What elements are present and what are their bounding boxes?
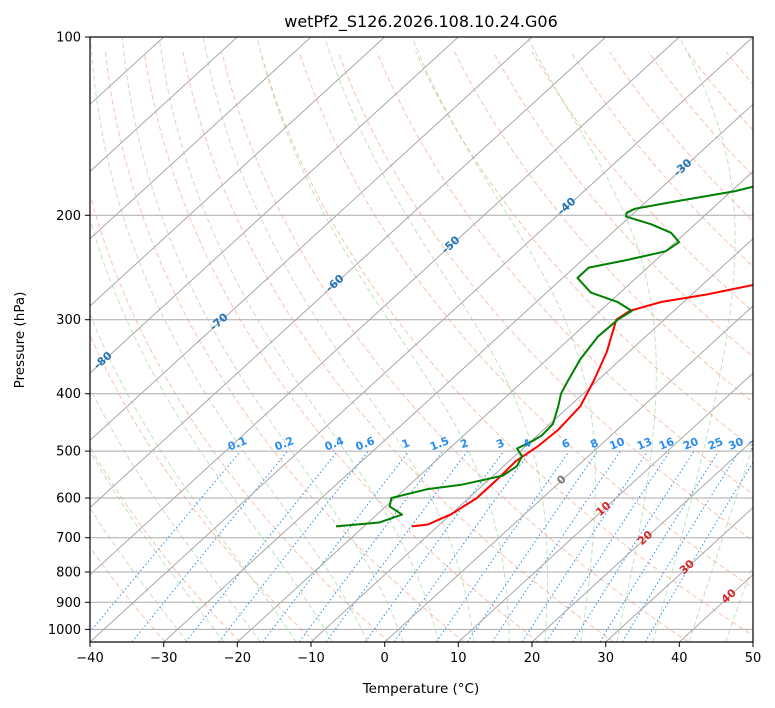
dry-adiabat [90, 445, 241, 642]
chart-title: wetPf2_S126.2026.108.10.24.G06 [284, 12, 558, 32]
isotherm [90, 37, 459, 374]
y-tick-label: 700 [56, 531, 81, 546]
dry-adiabat [143, 51, 540, 642]
x-tick-label: −40 [76, 651, 103, 666]
mixing-ratio-label: 36 [747, 435, 766, 453]
x-axis-label: Temperature (°C) [362, 681, 480, 697]
y-tick-label: 100 [56, 31, 81, 46]
isotherm [384, 305, 753, 642]
mixing-ratio-label: 10 [608, 435, 627, 453]
moist-adiabat [90, 450, 225, 642]
x-tick-label: −10 [297, 651, 324, 666]
moist-adiabat [324, 37, 549, 642]
x-tick-label: −30 [150, 651, 177, 666]
y-tick-label: 500 [56, 445, 81, 460]
isotherm [605, 506, 753, 642]
moist-adiabat [652, 37, 736, 642]
sounding-lines [335, 185, 753, 528]
mixing-ratio-label: 3 [494, 436, 506, 451]
y-tick-label: 200 [56, 209, 81, 224]
plot-frame [89, 36, 754, 643]
dry-adiabat [298, 51, 753, 589]
dry-adiabat [221, 51, 689, 642]
isotherm [236, 170, 753, 642]
isotherm [90, 37, 238, 173]
isotherm [310, 237, 753, 642]
x-tick-label: 0 [381, 651, 389, 666]
mixing-ratio-label: 20 [681, 435, 700, 453]
isotherm [531, 439, 753, 642]
y-tick-label: 300 [56, 313, 81, 328]
mixing-ratio-label: 1 [400, 436, 412, 451]
x-tick-label: 10 [450, 651, 467, 666]
moist-adiabat [202, 37, 475, 642]
moist-adiabat [158, 37, 439, 642]
y-tick-label: 1000 [48, 623, 81, 638]
isotherm [90, 37, 680, 576]
moist-adiabat [688, 444, 753, 642]
dry-adiabat [104, 51, 465, 642]
y-axis-label: Pressure (hPa) [12, 292, 28, 389]
dry-adiabats [90, 51, 753, 642]
isotherm [457, 372, 753, 642]
moist-adiabats [90, 37, 753, 642]
dry-adiabat [260, 51, 753, 637]
mixing-ratio-label: 16 [657, 435, 676, 453]
moist-adiabat [90, 387, 261, 642]
isotherms [90, 37, 753, 642]
moist-adiabat [256, 37, 510, 642]
isotherm [90, 37, 533, 442]
x-tick-label: 50 [745, 651, 762, 666]
dry-adiabat [376, 51, 753, 495]
dry-adiabat [531, 51, 753, 313]
temperature-profile [411, 283, 753, 528]
dry-adiabat [454, 51, 753, 403]
x-tick-label: 40 [671, 651, 688, 666]
moist-adiabat [725, 563, 753, 642]
y-axis: 100 200 300 400 500 600 700 800 900 1000 [48, 31, 90, 638]
x-tick-label: 20 [524, 651, 541, 666]
isotherm [163, 103, 753, 642]
moist-adiabat [411, 37, 596, 642]
dry-adiabat [90, 192, 390, 642]
mixing-ratio-label: 25 [706, 435, 725, 453]
x-tick-label: 30 [597, 651, 614, 666]
plot-area [90, 37, 753, 642]
isotherm [90, 37, 312, 240]
y-tick-label: 400 [56, 387, 81, 402]
moist-adiabat [90, 313, 297, 642]
moist-adiabat [90, 217, 333, 642]
y-tick-label: 900 [56, 596, 81, 611]
dry-adiabat [337, 51, 753, 542]
isotherm [90, 37, 386, 307]
mixing-ratio-label: 30 [726, 435, 745, 453]
dry-adiabat [182, 51, 614, 642]
y-tick-label: 600 [56, 492, 81, 507]
isobars [90, 37, 753, 630]
isotherm [90, 37, 753, 642]
mixing-ratio-label: 8 [588, 436, 600, 451]
mixing-ratio-label: 2 [458, 436, 470, 451]
x-tick-label: −20 [224, 651, 251, 666]
isotherm [90, 37, 607, 509]
moist-adiabat [121, 37, 404, 642]
mixing-ratio-label: 13 [635, 435, 654, 453]
x-axis: −40 −30 −20 −10 0 10 20 30 40 50 [76, 642, 761, 666]
y-tick-label: 800 [56, 566, 81, 581]
dry-adiabat [90, 333, 316, 642]
dewpoint-profile [335, 185, 753, 528]
